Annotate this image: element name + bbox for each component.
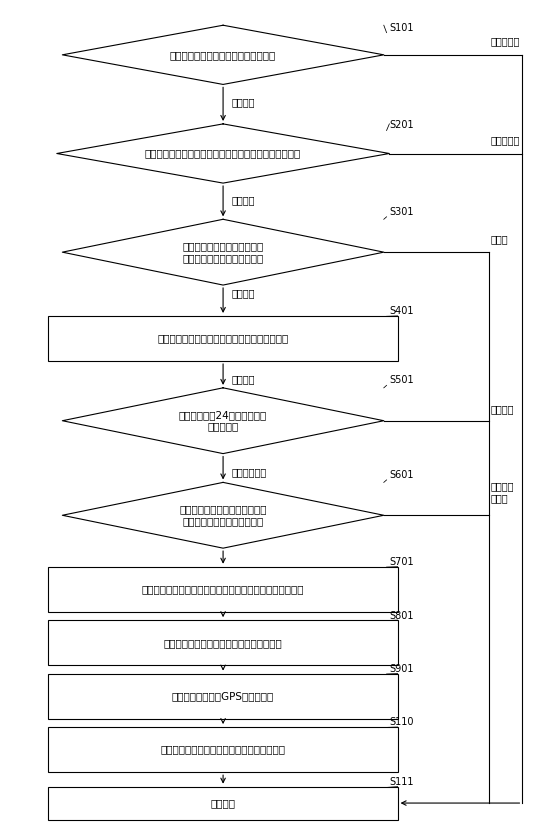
Text: 通过视频检测当前公交车是否正常行驶在公交车专用车道: 通过视频检测当前公交车是否正常行驶在公交车专用车道: [145, 148, 301, 158]
Bar: [48, 727, 398, 772]
Polygon shape: [62, 26, 384, 84]
Bar: [48, 620, 398, 665]
Text: 保存违法车辆在预设时间段内连续的视频流: 保存违法车辆在预设时间段内连续的视频流: [164, 638, 282, 648]
Text: 抓拍完毕: 抓拍完毕: [211, 798, 236, 808]
Text: S701: S701: [389, 557, 414, 567]
Text: S401: S401: [389, 306, 414, 316]
Text: S901: S901: [389, 664, 414, 674]
Text: 不同号牌: 不同号牌: [231, 375, 255, 384]
Bar: [48, 567, 398, 612]
Text: 对比数据库中24小时内前抓拍
的车辆号牌: 对比数据库中24小时内前抓拍 的车辆号牌: [179, 410, 267, 431]
Text: 抓拍时间: 抓拍时间: [231, 97, 255, 106]
Text: S111: S111: [389, 777, 414, 787]
Text: S601: S601: [389, 470, 414, 480]
Text: 提取识别行驶在公交专用车道的非公交车辆号牌: 提取识别行驶在公交专用车道的非公交车辆号牌: [158, 333, 289, 343]
Polygon shape: [62, 219, 384, 285]
Text: 判断通过连续视频流的非公交车
辆占道时间是否大于预设时间: 判断通过连续视频流的非公交车 辆占道时间是否大于预设时间: [179, 504, 267, 526]
Text: S501: S501: [389, 375, 414, 385]
Text: 非抓拍时间: 非抓拍时间: [490, 36, 520, 46]
Text: 相同号牌: 相同号牌: [491, 404, 514, 414]
Text: S301: S301: [389, 207, 414, 217]
Polygon shape: [62, 483, 384, 548]
Polygon shape: [62, 388, 384, 454]
Text: 打包预设时间内视频流和两张违法图片并上传: 打包预设时间内视频流和两张违法图片并上传: [160, 745, 286, 755]
Text: 公交车道: 公交车道: [231, 196, 255, 205]
Polygon shape: [57, 124, 389, 183]
Text: S201: S201: [389, 120, 414, 130]
Text: 连续抓拍构成违法占用公交车道事实的两张清晰的违法照片: 连续抓拍构成违法占用公交车道事实的两张清晰的违法照片: [142, 584, 304, 594]
Text: 大于预设时间: 大于预设时间: [231, 467, 267, 477]
Text: S110: S110: [389, 718, 414, 728]
Text: 公交车: 公交车: [491, 234, 509, 244]
Text: 获取当前公交车的GPS位置和时间: 获取当前公交车的GPS位置和时间: [172, 691, 274, 701]
Bar: [48, 316, 398, 361]
Text: 系统判断当前时间是否处在抓拍时间内: 系统判断当前时间是否处在抓拍时间内: [170, 50, 276, 60]
Text: 非公交车道: 非公交车道: [490, 135, 520, 145]
Text: 非公交车: 非公交车: [231, 288, 255, 299]
Text: S801: S801: [389, 610, 414, 620]
Text: 公交车正常行驶在公交专用车
道前后视频中遮近车辆的车型: 公交车正常行驶在公交专用车 道前后视频中遮近车辆的车型: [183, 242, 263, 263]
Bar: [48, 673, 398, 719]
Text: S101: S101: [389, 22, 414, 33]
Bar: [48, 786, 398, 819]
Text: 小于预设
设时间: 小于预设 设时间: [491, 481, 514, 503]
